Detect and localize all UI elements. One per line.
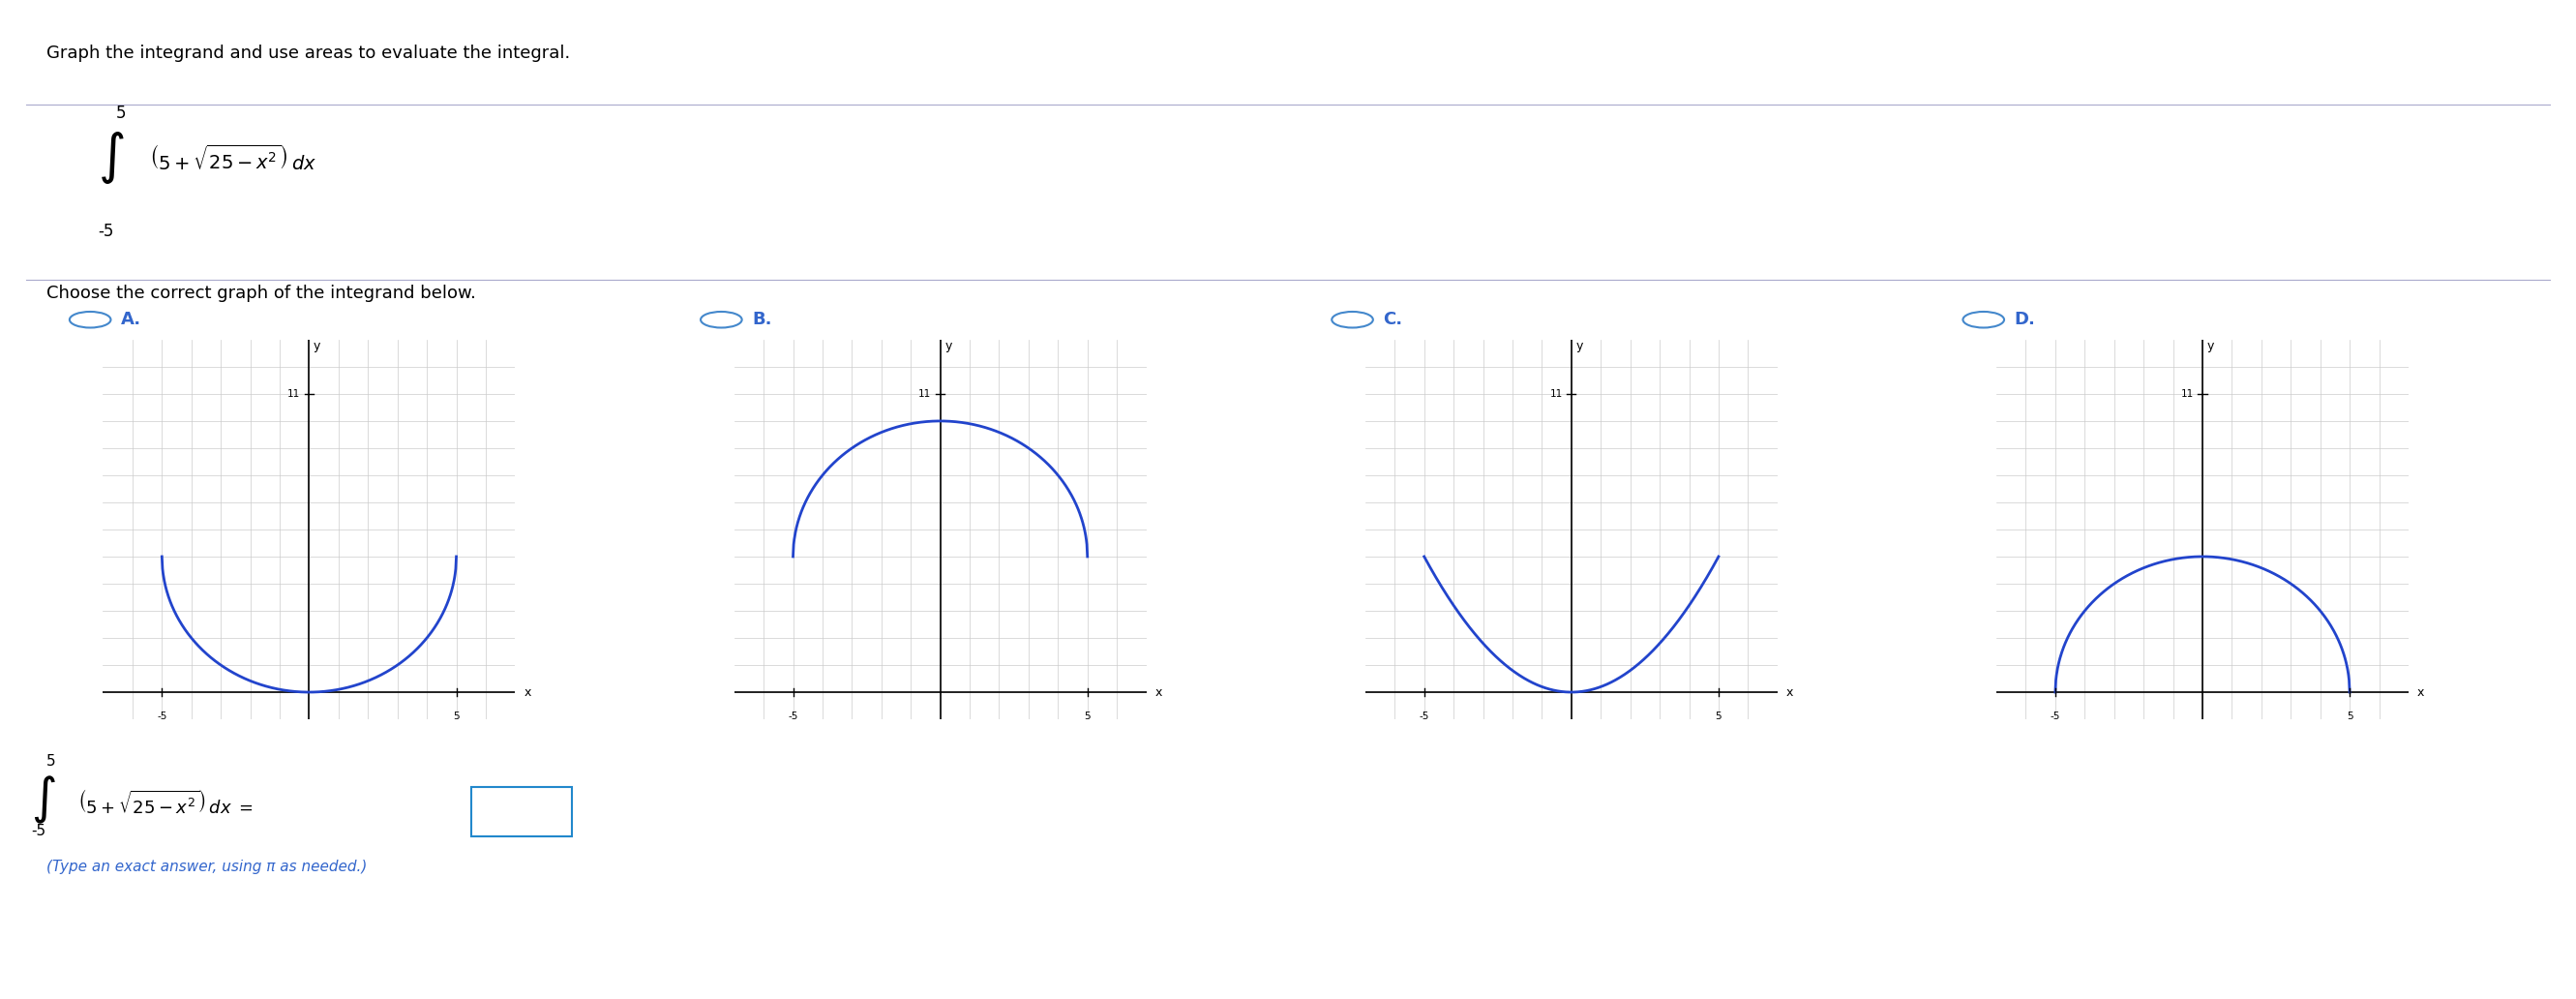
Text: Choose the correct graph of the integrand below.: Choose the correct graph of the integran… — [46, 285, 477, 302]
Text: 5: 5 — [453, 711, 459, 721]
Text: B.: B. — [752, 311, 773, 329]
Text: 11: 11 — [1551, 389, 1564, 399]
Text: x: x — [2416, 686, 2424, 698]
Text: 11: 11 — [289, 389, 301, 399]
Text: x: x — [1785, 686, 1793, 698]
Text: -5: -5 — [1419, 711, 1430, 721]
Text: 5: 5 — [2347, 711, 2352, 721]
Text: 5: 5 — [1716, 711, 1721, 721]
Text: A.: A. — [121, 311, 142, 329]
Text: $\left(5+\sqrt{25-x^2}\right)\,dx\;=$: $\left(5+\sqrt{25-x^2}\right)\,dx\;=$ — [77, 789, 252, 817]
FancyBboxPatch shape — [471, 787, 572, 836]
Text: $\int$: $\int$ — [31, 774, 57, 826]
Text: -5: -5 — [788, 711, 799, 721]
Text: 11: 11 — [2182, 389, 2195, 399]
Text: -5: -5 — [31, 824, 46, 839]
Text: Graph the integrand and use areas to evaluate the integral.: Graph the integrand and use areas to eva… — [46, 45, 569, 62]
Text: y: y — [945, 340, 951, 353]
Text: y: y — [1577, 340, 1582, 353]
Text: 5: 5 — [1084, 711, 1090, 721]
Text: 5: 5 — [116, 105, 126, 122]
Text: y: y — [314, 340, 319, 353]
Text: x: x — [523, 686, 531, 698]
Text: C.: C. — [1383, 311, 1404, 329]
Text: -5: -5 — [157, 711, 167, 721]
Text: -5: -5 — [98, 223, 113, 240]
Text: x: x — [1154, 686, 1162, 698]
Text: $\left(5+\sqrt{25-x^2}\right)\,dx$: $\left(5+\sqrt{25-x^2}\right)\,dx$ — [149, 145, 317, 174]
Text: $\int$: $\int$ — [98, 130, 124, 186]
Text: 11: 11 — [920, 389, 933, 399]
Text: 5: 5 — [46, 754, 57, 769]
Text: -5: -5 — [2050, 711, 2061, 721]
Text: y: y — [2208, 340, 2213, 353]
Text: D.: D. — [2014, 311, 2035, 329]
Text: (Type an exact answer, using π as needed.): (Type an exact answer, using π as needed… — [46, 859, 366, 874]
